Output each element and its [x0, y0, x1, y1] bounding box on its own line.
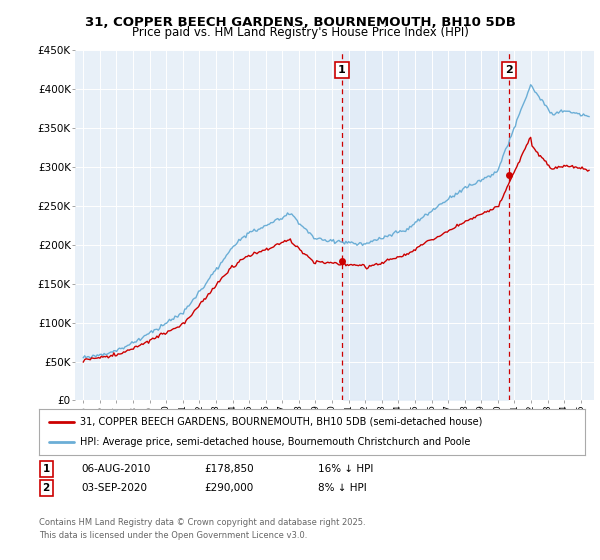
- Text: 31, COPPER BEECH GARDENS, BOURNEMOUTH, BH10 5DB: 31, COPPER BEECH GARDENS, BOURNEMOUTH, B…: [85, 16, 515, 29]
- Text: Price paid vs. HM Land Registry's House Price Index (HPI): Price paid vs. HM Land Registry's House …: [131, 26, 469, 39]
- Text: £178,850: £178,850: [204, 464, 254, 474]
- Text: HPI: Average price, semi-detached house, Bournemouth Christchurch and Poole: HPI: Average price, semi-detached house,…: [80, 437, 470, 447]
- Text: 31, COPPER BEECH GARDENS, BOURNEMOUTH, BH10 5DB (semi-detached house): 31, COPPER BEECH GARDENS, BOURNEMOUTH, B…: [80, 417, 482, 427]
- Text: Contains HM Land Registry data © Crown copyright and database right 2025.
This d: Contains HM Land Registry data © Crown c…: [39, 519, 365, 540]
- Text: £290,000: £290,000: [204, 483, 253, 493]
- Text: 8% ↓ HPI: 8% ↓ HPI: [318, 483, 367, 493]
- Text: 03-SEP-2020: 03-SEP-2020: [81, 483, 147, 493]
- Text: 16% ↓ HPI: 16% ↓ HPI: [318, 464, 373, 474]
- Text: 1: 1: [338, 65, 346, 75]
- Text: 1: 1: [43, 464, 50, 474]
- Text: 06-AUG-2010: 06-AUG-2010: [81, 464, 151, 474]
- Text: 2: 2: [43, 483, 50, 493]
- Text: 2: 2: [505, 65, 513, 75]
